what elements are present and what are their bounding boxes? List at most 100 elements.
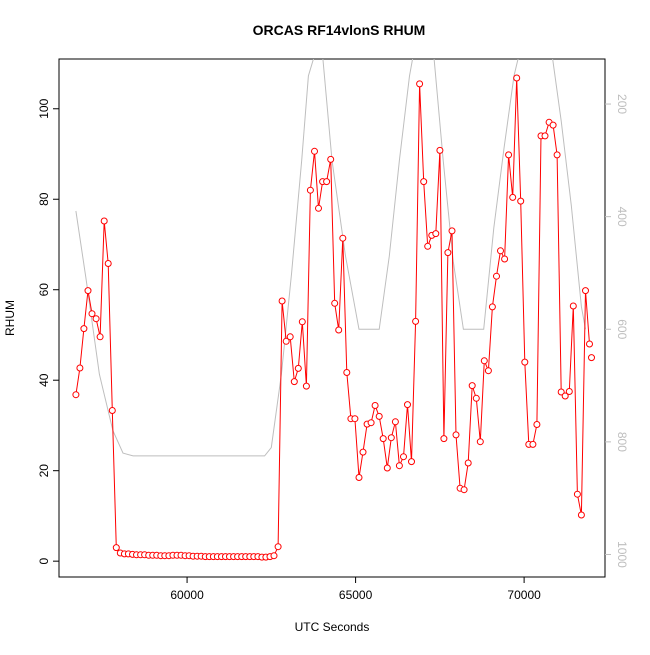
rhum-point	[549, 121, 557, 129]
rhum-point	[480, 357, 488, 365]
rhum-point	[108, 407, 116, 414]
y-tick-label: 100	[37, 98, 51, 118]
rhum-point	[391, 418, 399, 426]
pressure-series	[75, 59, 586, 457]
rhum-point	[493, 272, 500, 280]
rhum-point	[505, 151, 513, 159]
rhum-point	[100, 217, 108, 225]
rhum-point	[464, 459, 472, 467]
rhum-point	[484, 367, 492, 375]
rhum-point	[96, 333, 104, 341]
rhum-point	[290, 378, 298, 386]
rhum-point	[588, 354, 595, 362]
rhum-point	[416, 80, 424, 88]
y-tick-label: 0	[37, 558, 51, 565]
rhum-point	[355, 474, 363, 481]
rhum-point	[327, 155, 335, 163]
rhum-point	[278, 297, 286, 305]
rhum-point	[282, 337, 290, 345]
rhum-point	[432, 230, 440, 238]
rhum-point	[104, 260, 112, 267]
x-axis-label: UTC Seconds	[295, 620, 370, 634]
rhum-point	[339, 234, 347, 242]
right-tick-label: 1000	[615, 541, 629, 568]
y-tick-label: 40	[37, 373, 51, 387]
rhum-point	[424, 242, 432, 250]
rhum-point	[573, 490, 581, 498]
rhum-point	[72, 391, 80, 399]
rhum-point	[529, 440, 537, 448]
rhum-point	[513, 74, 521, 82]
y-axis: 0 20 40 60 80 100	[37, 98, 59, 565]
y-axis-label: RHUM	[3, 300, 17, 336]
rhum-point	[448, 227, 456, 235]
rhum-point	[379, 435, 387, 443]
rhum-point	[331, 299, 339, 307]
rhum-point	[569, 302, 577, 310]
rhum-point	[404, 401, 411, 409]
y-tick-label: 20	[37, 464, 51, 478]
rhum-point	[298, 318, 306, 326]
rhum-point	[440, 435, 448, 443]
rhum-point	[460, 486, 468, 494]
plot-frame	[58, 58, 606, 578]
rhum-point	[387, 434, 395, 442]
rhum-point	[557, 388, 565, 396]
rhum-point	[302, 382, 310, 390]
rhum-point	[306, 186, 314, 194]
rhum-point	[517, 197, 525, 205]
rhum-point	[359, 448, 367, 456]
rhum-point	[577, 511, 585, 519]
rhum-point	[88, 310, 96, 318]
rhum-point	[444, 249, 452, 257]
rhum-point	[76, 364, 84, 372]
rhum-point	[541, 132, 549, 140]
rhum-point	[533, 421, 541, 428]
rhum-point	[371, 402, 379, 409]
x-tick-label: 70000	[507, 588, 541, 602]
x-tick-label: 60000	[170, 588, 204, 602]
rhum-point	[80, 325, 88, 333]
rhum-point	[323, 178, 331, 186]
right-axis: 200 400 600 800 1000	[605, 94, 629, 568]
rhum-point	[553, 151, 561, 159]
rhum-point	[395, 462, 403, 470]
rhum-point	[286, 333, 294, 341]
right-tick-label: 600	[615, 319, 629, 339]
y-tick-label: 80	[37, 192, 51, 206]
rhum-point	[472, 394, 480, 402]
rhum-point	[400, 453, 407, 461]
rhum-point	[112, 544, 120, 552]
right-tick-label: 200	[615, 94, 629, 114]
rhum-point	[476, 438, 484, 446]
y-tick-label: 60	[37, 283, 51, 297]
pressure-line	[75, 59, 586, 457]
rhum-point	[367, 419, 375, 427]
rhum-point	[383, 464, 391, 472]
chart-title: ORCAS RF14vlonS RHUM	[253, 22, 426, 38]
rhum-point	[92, 315, 100, 323]
rhum-point	[412, 317, 420, 325]
rhum-point	[311, 147, 318, 155]
rhum-point	[452, 431, 460, 439]
rhum-point	[294, 364, 302, 372]
rhum-point	[436, 146, 444, 154]
rhum-point	[497, 247, 504, 255]
rhum-point	[315, 204, 322, 212]
rhum-point	[84, 287, 92, 295]
right-tick-label: 800	[615, 432, 629, 452]
rhum-point	[351, 415, 359, 423]
rhum-point	[521, 358, 529, 366]
rhum-point	[565, 388, 573, 395]
x-tick-label: 65000	[339, 588, 373, 602]
rhum-point	[488, 303, 496, 311]
rhum-point	[335, 326, 343, 334]
rhum-point	[561, 392, 569, 400]
rhum-point	[274, 543, 282, 551]
rhum-series	[72, 74, 595, 561]
rhum-point	[586, 340, 593, 348]
rhum-point	[501, 255, 509, 263]
rhum-point	[270, 552, 278, 560]
rhum-point	[420, 178, 428, 186]
